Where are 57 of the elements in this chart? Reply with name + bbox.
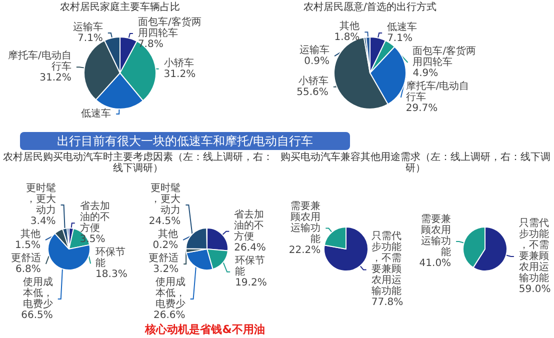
- chart-title: 农村居民愿意/首选的出行方式: [302, 2, 438, 13]
- slice-label: 需要兼顾农用运输功能: [421, 212, 452, 258]
- slice-label: 运输车: [300, 44, 330, 56]
- data-label: 3.4%: [30, 216, 56, 227]
- slice-label: 面包车/客货两用四轮车: [412, 45, 476, 68]
- data-label: 24.5%: [148, 216, 181, 227]
- slice-label: 使用成本低，电费少: [22, 276, 53, 310]
- data-label: 41.0%: [419, 258, 452, 269]
- data-label: 4.9%: [412, 68, 438, 80]
- slice-label: 低速车: [387, 21, 418, 34]
- chart-title: 农村居民购买电动汽车时主要考虑因素（左：线上调研，右：线下调研）: [2, 152, 274, 174]
- data-label: 3.2%: [153, 264, 179, 275]
- data-label: 7.1%: [387, 33, 412, 44]
- slice-label: 更舒适: [10, 252, 41, 264]
- data-label: 26.4%: [234, 242, 266, 254]
- data-label: 31.2%: [164, 68, 196, 80]
- slice-label: 只需代步功能，不需要兼顾农用运输功能: [518, 218, 549, 284]
- slice-label: 更舒适: [148, 252, 179, 264]
- data-label: 0.2%: [152, 240, 178, 251]
- slice-label: 省去加油的不方便: [80, 200, 110, 234]
- slice-label: 面包车/客货两用四轮车: [138, 16, 202, 39]
- data-label: 7.1%: [78, 33, 103, 44]
- slice-label: 低速车: [81, 107, 112, 120]
- data-label: 0.9%: [304, 56, 330, 68]
- slice-label: 环保节能: [235, 254, 266, 278]
- chart-title: 购买电动汽车兼容其他用途需求（左：线上调研，右：线下调研）: [280, 152, 552, 174]
- slice-label: 其他: [20, 228, 40, 240]
- slice-label: 省去加油的不方便: [234, 208, 264, 242]
- data-label: 29.7%: [406, 103, 438, 114]
- slice-label: 其他: [340, 20, 360, 32]
- slice-label: 更时髦，更大动力: [150, 182, 181, 216]
- slice-label: 摩托车/电动自行车: [406, 80, 470, 104]
- data-label: 66.5%: [21, 310, 53, 321]
- data-label: 59.0%: [518, 284, 551, 296]
- slice-label: 环保节能: [96, 246, 126, 270]
- slice-label: 其他: [158, 228, 178, 240]
- data-label: 31.2%: [40, 72, 72, 84]
- slice-label: 运输车: [72, 21, 103, 34]
- slice-label: 更时髦，更大动力: [26, 182, 56, 216]
- data-label: 26.6%: [154, 310, 186, 321]
- data-label: 18.3%: [96, 269, 128, 280]
- chart-title: 农村居民家庭主要车辆占比: [59, 2, 181, 13]
- text: 核心动机是省钱&不用油: [144, 322, 266, 337]
- text: 出行目前有很大一块的低速车和摩托/电动自行车: [20, 132, 350, 150]
- slice-label: 需要兼顾农用运输功能: [290, 200, 321, 245]
- data-label: 77.8%: [371, 297, 404, 308]
- data-label: 1.5%: [15, 240, 40, 251]
- data-label: 1.8%: [334, 32, 360, 44]
- slice-label: 只需代步功能，不需要兼顾农用运输功能: [371, 231, 402, 298]
- slice-label: 小轿车: [164, 56, 194, 69]
- data-label: 6.8%: [15, 264, 41, 275]
- slice-label: 摩托车/电动自行车: [8, 50, 72, 73]
- data-label: 22.2%: [288, 244, 321, 256]
- data-label: 19.2%: [235, 277, 267, 288]
- data-label: 55.6%: [296, 86, 328, 98]
- slice-label: 使用成本低，电费少: [155, 276, 186, 310]
- slice-label: 小轿车: [298, 74, 328, 87]
